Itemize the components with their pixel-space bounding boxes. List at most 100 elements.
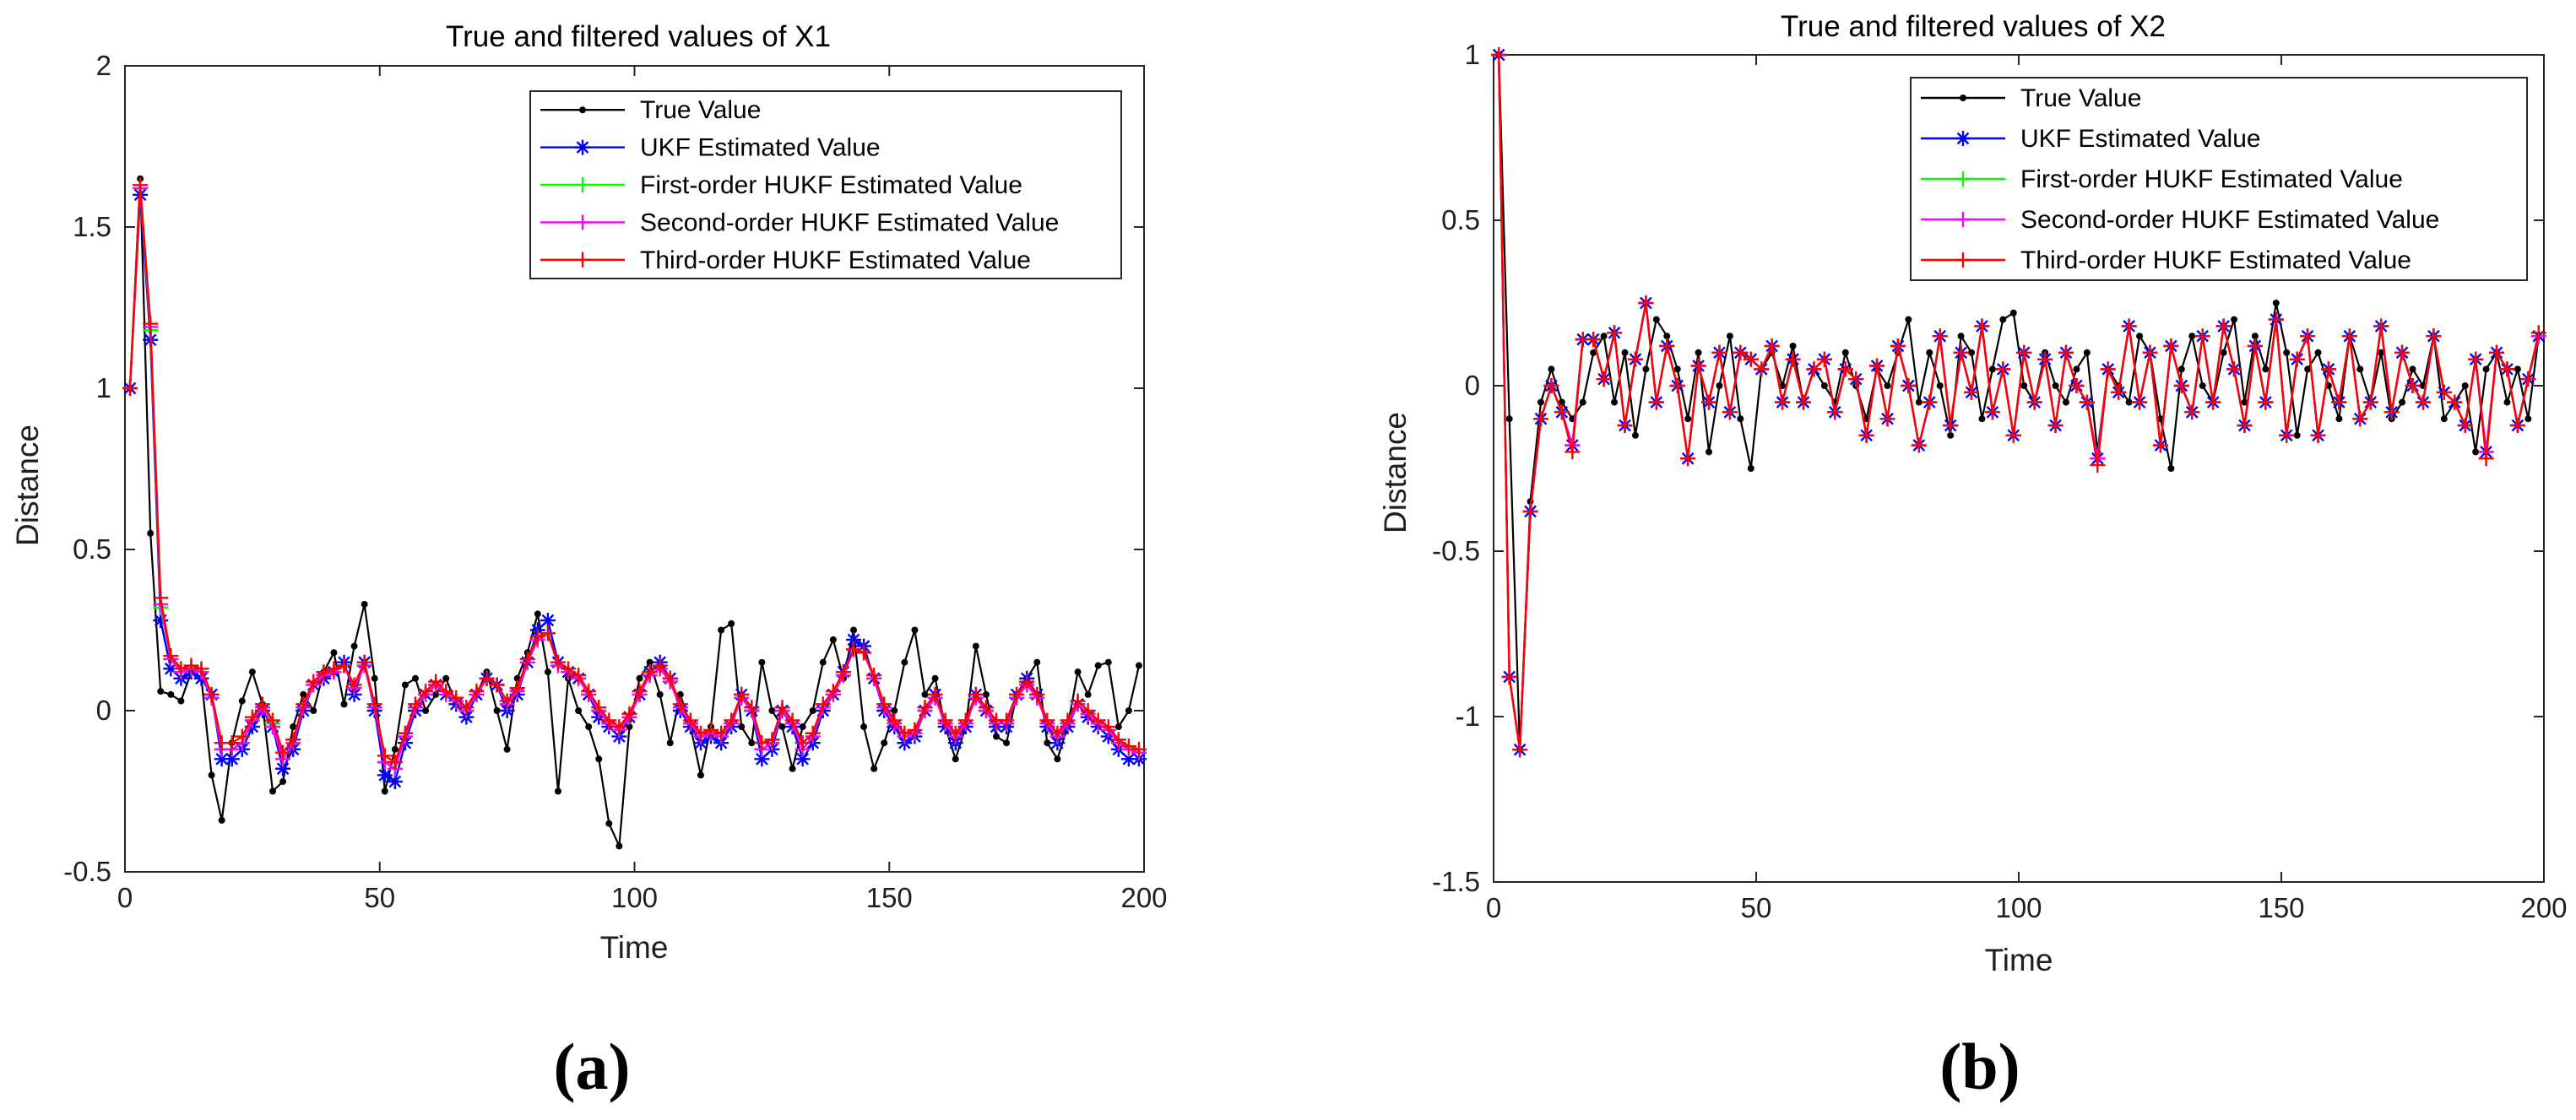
data-point xyxy=(340,701,348,708)
data-point xyxy=(2083,349,2091,356)
y-tick-label: 1 xyxy=(1465,39,1480,70)
data-point xyxy=(676,690,684,698)
data-point xyxy=(2272,300,2280,306)
data-point xyxy=(448,690,464,706)
data-point xyxy=(2047,418,2064,434)
data-point xyxy=(1947,431,1955,439)
x-tick-label: 0 xyxy=(117,882,133,913)
data-point xyxy=(692,725,708,741)
data-point xyxy=(2447,394,2463,410)
data-point xyxy=(2062,398,2069,406)
data-point xyxy=(310,707,317,714)
panel-label: (a) xyxy=(554,1030,631,1103)
data-point xyxy=(2409,365,2416,373)
data-point xyxy=(819,658,827,666)
data-point xyxy=(1617,418,1633,434)
data-point xyxy=(846,641,862,657)
data-point xyxy=(1638,295,1654,311)
data-point xyxy=(177,697,185,705)
data-point xyxy=(2167,465,2175,472)
data-point xyxy=(1131,741,1147,757)
data-point xyxy=(1125,707,1132,714)
data-point xyxy=(1543,378,1559,393)
data-point xyxy=(300,690,307,698)
data-point xyxy=(2100,361,2116,377)
data-point xyxy=(2530,325,2546,341)
data-point xyxy=(2503,398,2511,406)
series-line xyxy=(128,184,1140,764)
data-point xyxy=(438,684,454,700)
data-point xyxy=(2052,382,2059,389)
data-point xyxy=(778,723,786,731)
series-line xyxy=(1498,54,2540,751)
data-point xyxy=(2293,431,2301,439)
data-point xyxy=(575,177,590,192)
data-point xyxy=(173,661,189,677)
data-point xyxy=(1905,316,1912,323)
data-point xyxy=(2142,344,2158,360)
legend-label: First-order HUKF Estimated Value xyxy=(2020,165,2403,193)
data-point xyxy=(1596,371,1612,387)
data-point xyxy=(1669,378,1685,393)
y-tick-label: -1.5 xyxy=(1432,866,1480,897)
data-point xyxy=(1964,384,1980,400)
data-point xyxy=(2177,365,2185,373)
chart-panel-x2: True and filtered values of X2 0 50 100 150… xyxy=(1378,10,2568,1103)
data-point xyxy=(275,744,291,760)
data-point xyxy=(2314,349,2322,356)
data-point xyxy=(646,658,653,666)
data-point xyxy=(1512,742,1528,758)
data-point xyxy=(346,677,362,693)
data-point xyxy=(897,725,913,741)
data-point xyxy=(728,620,735,627)
data-point xyxy=(724,712,740,728)
legend-item: UKF Estimated Value xyxy=(1921,125,2261,153)
data-point xyxy=(1869,358,1885,374)
data-point xyxy=(1901,378,1917,393)
data-point xyxy=(1911,437,1927,453)
data-point xyxy=(561,661,577,677)
data-point xyxy=(968,686,984,702)
data-point xyxy=(2356,365,2364,373)
data-point xyxy=(218,816,225,824)
data-point xyxy=(2009,309,2017,317)
data-point xyxy=(1737,415,1744,423)
data-point xyxy=(789,765,796,772)
data-point xyxy=(799,723,806,731)
data-point xyxy=(214,751,230,767)
data-point xyxy=(296,696,312,712)
data-point xyxy=(401,681,409,689)
data-point xyxy=(1955,212,1971,227)
data-point xyxy=(1884,382,1891,389)
data-point xyxy=(2405,378,2421,393)
data-point xyxy=(1003,739,1011,747)
data-point xyxy=(366,696,382,712)
data-point xyxy=(377,767,393,783)
data-point xyxy=(534,610,541,618)
legend-label: True Value xyxy=(2020,84,2141,112)
data-point xyxy=(203,686,220,702)
data-point xyxy=(133,177,149,193)
x-tick-label: 200 xyxy=(1120,882,1167,913)
data-point xyxy=(774,700,790,716)
data-point xyxy=(927,686,943,702)
data-point xyxy=(1586,332,1602,348)
data-point xyxy=(2300,328,2316,344)
data-point xyxy=(575,707,583,714)
data-point xyxy=(1039,712,1055,728)
data-point xyxy=(697,771,704,779)
data-point xyxy=(626,723,633,731)
data-point xyxy=(1044,739,1051,747)
data-point xyxy=(764,732,780,748)
data-point xyxy=(509,680,525,696)
data-point xyxy=(2457,418,2473,434)
data-point xyxy=(2472,448,2480,456)
data-point xyxy=(1049,725,1066,741)
data-point xyxy=(881,739,888,747)
data-point xyxy=(992,733,1000,740)
data-point xyxy=(1090,712,1106,728)
data-point xyxy=(1070,693,1086,709)
data-point xyxy=(2090,457,2106,473)
data-point xyxy=(642,664,658,680)
data-point xyxy=(1754,361,1770,377)
